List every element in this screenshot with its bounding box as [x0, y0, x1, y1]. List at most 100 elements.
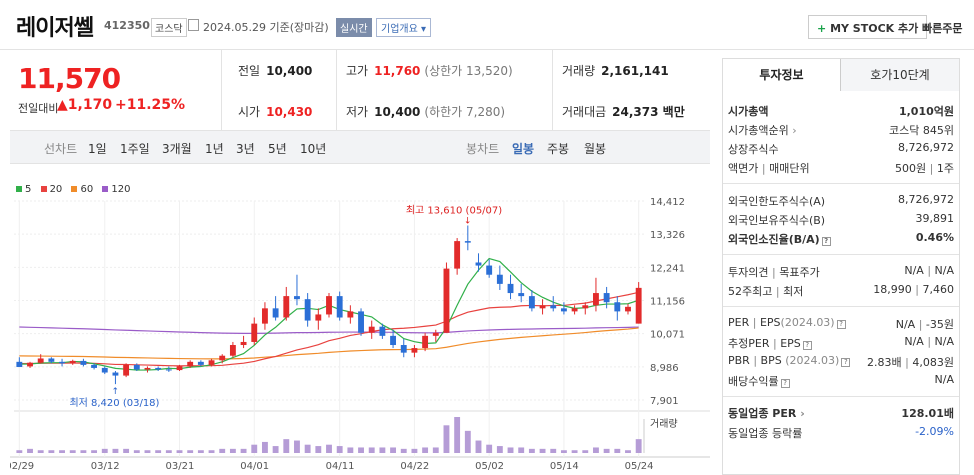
candle-body — [422, 335, 429, 349]
add-my-stock-label: MY STOCK 추가 — [830, 22, 919, 35]
volume-bar — [486, 444, 493, 453]
row-listed-shares: 상장주식수 8,726,972 — [728, 141, 954, 157]
row-label: 상장주식수 — [728, 143, 779, 156]
range-tab-1y[interactable]: 1년 — [205, 142, 224, 156]
chart-background — [10, 195, 710, 475]
row-par-value: 액면가 | 매매단위 500원 | 1주 — [728, 160, 954, 176]
candle-body — [251, 323, 258, 342]
volume-bar — [400, 448, 407, 453]
row-value: N/A — [895, 318, 916, 331]
row-label-wrap: 동일업종 PER › — [728, 405, 805, 421]
volume-bar — [593, 447, 599, 453]
candle-body — [304, 299, 311, 321]
up-triangle-icon: ▲ — [57, 97, 68, 113]
volume-bar — [379, 447, 386, 453]
row-label-wrap: 52주최고 | 최저 — [728, 285, 804, 298]
row-value: 8,726,972 — [898, 193, 954, 206]
add-my-stock-button[interactable]: + MY STOCK 추가 — [808, 15, 928, 39]
row-pbr-bps: PBR | BPS (2024.03)? 2.83배 | 4,083원 — [728, 354, 954, 370]
row-market-cap-rank[interactable]: 시가총액순위 › 코스닥 845위 — [728, 122, 954, 138]
row-value: 500원 — [895, 162, 927, 175]
help-icon[interactable]: ? — [780, 379, 790, 388]
row-value-wrap: 500원 | 1주 — [895, 162, 954, 175]
line-chart-tab[interactable]: 선차트 — [44, 142, 78, 156]
volume-bar — [336, 446, 343, 453]
candle-body — [197, 361, 204, 365]
help-icon[interactable]: ? — [802, 341, 812, 350]
volume-bar — [187, 450, 194, 453]
row-label-wrap: 배당수익률? — [728, 373, 790, 389]
price-change-pct: +11.25% — [115, 97, 186, 113]
period-tab-daily[interactable]: 일봉 — [512, 142, 535, 156]
volume-bar — [133, 450, 140, 453]
upper-limit: (상한가 13,520) — [424, 64, 513, 78]
candle-chart-tab[interactable]: 봉차트 — [466, 142, 500, 156]
row-value-wrap: 2.83배 | 4,083원 — [867, 356, 954, 369]
help-icon[interactable]: ? — [836, 320, 846, 329]
volume-bar — [16, 450, 23, 453]
range-tab-1w[interactable]: 1주일 — [120, 142, 150, 156]
volume-bar — [464, 430, 471, 453]
realtime-button[interactable]: 실시간 — [336, 18, 372, 37]
volume-bar — [304, 444, 311, 453]
tab-orderbook[interactable]: 호가10단계 — [841, 59, 959, 91]
range-tab-3y[interactable]: 3년 — [236, 142, 255, 156]
row-label-wrap: 시가총액순위 › — [728, 122, 797, 138]
x-tick-label: 04/22 — [400, 461, 429, 472]
volume-bar — [603, 448, 610, 453]
period-tab-weekly[interactable]: 주봉 — [547, 142, 570, 156]
volume-bar — [294, 440, 300, 453]
ma60-line — [19, 327, 639, 360]
calendar-icon — [188, 19, 199, 31]
company-overview-dropdown[interactable]: 기업개요 ▾ — [376, 18, 432, 37]
candle-body — [400, 345, 407, 353]
volume-label: 거래량 — [650, 418, 678, 430]
volume-bar — [112, 448, 119, 453]
candle-body — [165, 369, 172, 371]
range-tab-5y[interactable]: 5년 — [268, 142, 287, 156]
candle-body — [16, 361, 23, 368]
stat-open: 시가 10,430 — [238, 103, 312, 120]
volume-bar — [272, 446, 279, 453]
volume-bar — [144, 450, 151, 453]
high-annotation: 최고 13,610 (05/07) — [406, 205, 502, 217]
row-label-wrap: 추정PER | EPS? — [728, 335, 812, 351]
range-tab-3m[interactable]: 3개월 — [162, 142, 192, 156]
row-market-cap: 시가총액 1,010억원 — [728, 103, 954, 119]
candle-body — [635, 287, 642, 324]
legend-swatch-120 — [102, 186, 109, 192]
plus-icon: + — [817, 22, 827, 35]
candle-body — [486, 265, 493, 275]
stat-label: 거래대금 — [562, 105, 607, 119]
volume-bar — [165, 450, 172, 453]
candle-body — [176, 366, 183, 371]
prev-compare-label: 전일대비 — [18, 102, 59, 115]
candle-body — [48, 358, 55, 362]
volume-bar — [208, 450, 215, 453]
candle-body — [507, 283, 514, 294]
candle-body — [443, 268, 450, 333]
row-industry-rate: 동일업종 등락률 -2.09% — [728, 425, 954, 441]
volume-bar — [229, 448, 236, 453]
volume-bar — [496, 446, 503, 453]
y-tick-label: 12,241 — [650, 263, 685, 274]
volume-bar — [315, 446, 322, 453]
candlestick-chart[interactable]: 14,412 13,326 12,241 11,156 10,071 8,986 7,901… — [10, 195, 710, 475]
period-tab-monthly[interactable]: 월봉 — [584, 142, 607, 156]
row-industry-per[interactable]: 동일업종 PER › 128.01배 — [728, 405, 954, 421]
help-icon[interactable]: ? — [821, 237, 831, 246]
stat-label: 거래량 — [562, 64, 596, 78]
help-icon[interactable]: ? — [841, 358, 851, 367]
divider — [723, 306, 959, 307]
quick-order-link[interactable]: 빠른주문 — [922, 22, 963, 35]
ma-legend: 5 20 60 120 — [16, 184, 131, 195]
volume-bar — [550, 448, 557, 453]
divider — [336, 50, 337, 130]
tab-investment-info[interactable]: 투자정보 — [723, 59, 841, 91]
candle-body — [390, 335, 397, 346]
range-tab-1d[interactable]: 1일 — [88, 142, 107, 156]
range-tab-10y[interactable]: 10년 — [300, 142, 327, 156]
volume-bar — [422, 447, 429, 453]
stat-label: 전일 — [238, 64, 261, 78]
volume-bar — [475, 440, 482, 453]
